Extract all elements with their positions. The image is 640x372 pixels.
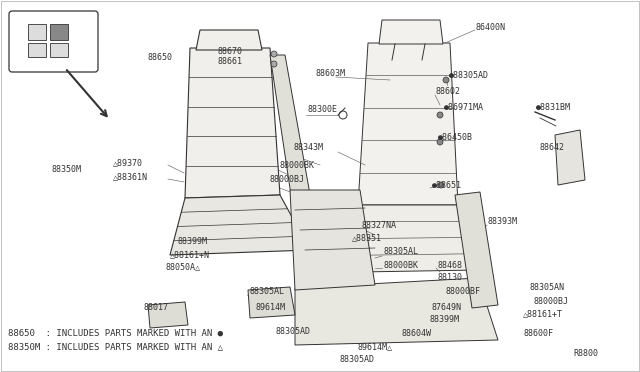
Circle shape — [437, 112, 443, 118]
Polygon shape — [290, 190, 375, 290]
Text: △89370: △89370 — [113, 158, 143, 167]
Polygon shape — [196, 30, 262, 50]
Text: 88017: 88017 — [144, 304, 169, 312]
Text: 88305AD: 88305AD — [275, 327, 310, 337]
Bar — [50, 43, 68, 57]
Text: 87649N: 87649N — [432, 304, 462, 312]
Text: 88305AL: 88305AL — [249, 288, 284, 296]
Text: 89614M△: 89614M△ — [357, 343, 392, 352]
Text: 88050A△: 88050A△ — [166, 263, 201, 272]
Text: 88000BF: 88000BF — [445, 286, 480, 295]
Polygon shape — [555, 130, 585, 185]
Text: △88361N: △88361N — [113, 173, 148, 182]
Text: 88650  : INCLUDES PARTS MARKED WITH AN ●: 88650 : INCLUDES PARTS MARKED WITH AN ● — [8, 328, 223, 337]
Polygon shape — [455, 192, 498, 308]
Text: 88393M: 88393M — [488, 218, 518, 227]
Circle shape — [271, 51, 277, 57]
Text: 88399M: 88399M — [430, 315, 460, 324]
Text: 88670: 88670 — [218, 48, 243, 57]
Text: ●88651: ●88651 — [432, 180, 462, 189]
Text: 88305AD: 88305AD — [339, 356, 374, 365]
Circle shape — [438, 182, 444, 188]
Text: ●86450B: ●86450B — [438, 134, 473, 142]
Text: △88351: △88351 — [352, 234, 382, 243]
Text: 88130: 88130 — [437, 273, 462, 282]
Text: 88642: 88642 — [540, 144, 565, 153]
Polygon shape — [248, 287, 295, 318]
Text: 88468: 88468 — [437, 260, 462, 269]
Circle shape — [437, 139, 443, 145]
Bar — [50, 24, 68, 40]
Text: 88650: 88650 — [148, 52, 173, 61]
Text: △88161+T: △88161+T — [523, 310, 563, 318]
Text: 88350M : INCLUDES PARTS MARKED WITH AN △: 88350M : INCLUDES PARTS MARKED WITH AN △ — [8, 343, 223, 352]
FancyBboxPatch shape — [9, 11, 98, 72]
Text: 88000BK: 88000BK — [384, 260, 419, 269]
Text: ●8831BM: ●8831BM — [536, 103, 571, 112]
Circle shape — [271, 61, 277, 67]
Text: ●86971MA: ●86971MA — [444, 103, 484, 112]
Text: 88305AN: 88305AN — [530, 283, 565, 292]
Polygon shape — [185, 48, 280, 198]
Polygon shape — [170, 195, 310, 255]
Text: 88399M: 88399M — [177, 237, 207, 247]
Text: 88305AL: 88305AL — [384, 247, 419, 257]
Text: 88000BJ: 88000BJ — [269, 176, 304, 185]
Text: 88350M: 88350M — [51, 166, 81, 174]
Circle shape — [443, 77, 449, 83]
Bar — [28, 43, 46, 57]
Polygon shape — [379, 20, 443, 44]
Text: ●88305AD: ●88305AD — [449, 71, 489, 80]
Text: 88000BJ: 88000BJ — [533, 296, 568, 305]
Polygon shape — [295, 278, 498, 345]
Text: 88000BK: 88000BK — [279, 160, 314, 170]
Bar — [28, 24, 46, 40]
Text: 88603M: 88603M — [315, 68, 345, 77]
Text: 89614M: 89614M — [256, 302, 286, 311]
Polygon shape — [358, 205, 478, 272]
Text: 88602: 88602 — [436, 87, 461, 96]
Text: 88343M: 88343M — [293, 144, 323, 153]
Text: 88327NA: 88327NA — [362, 221, 397, 230]
Polygon shape — [270, 55, 320, 255]
Text: 88300E: 88300E — [308, 106, 338, 115]
Text: R8800: R8800 — [573, 349, 598, 357]
Text: 88600F: 88600F — [523, 328, 553, 337]
Polygon shape — [148, 302, 188, 328]
Text: 88604W: 88604W — [402, 328, 432, 337]
Text: 88661: 88661 — [218, 58, 243, 67]
Text: 86400N: 86400N — [476, 23, 506, 32]
Polygon shape — [358, 43, 458, 205]
Text: △88161+N: △88161+N — [170, 250, 210, 260]
